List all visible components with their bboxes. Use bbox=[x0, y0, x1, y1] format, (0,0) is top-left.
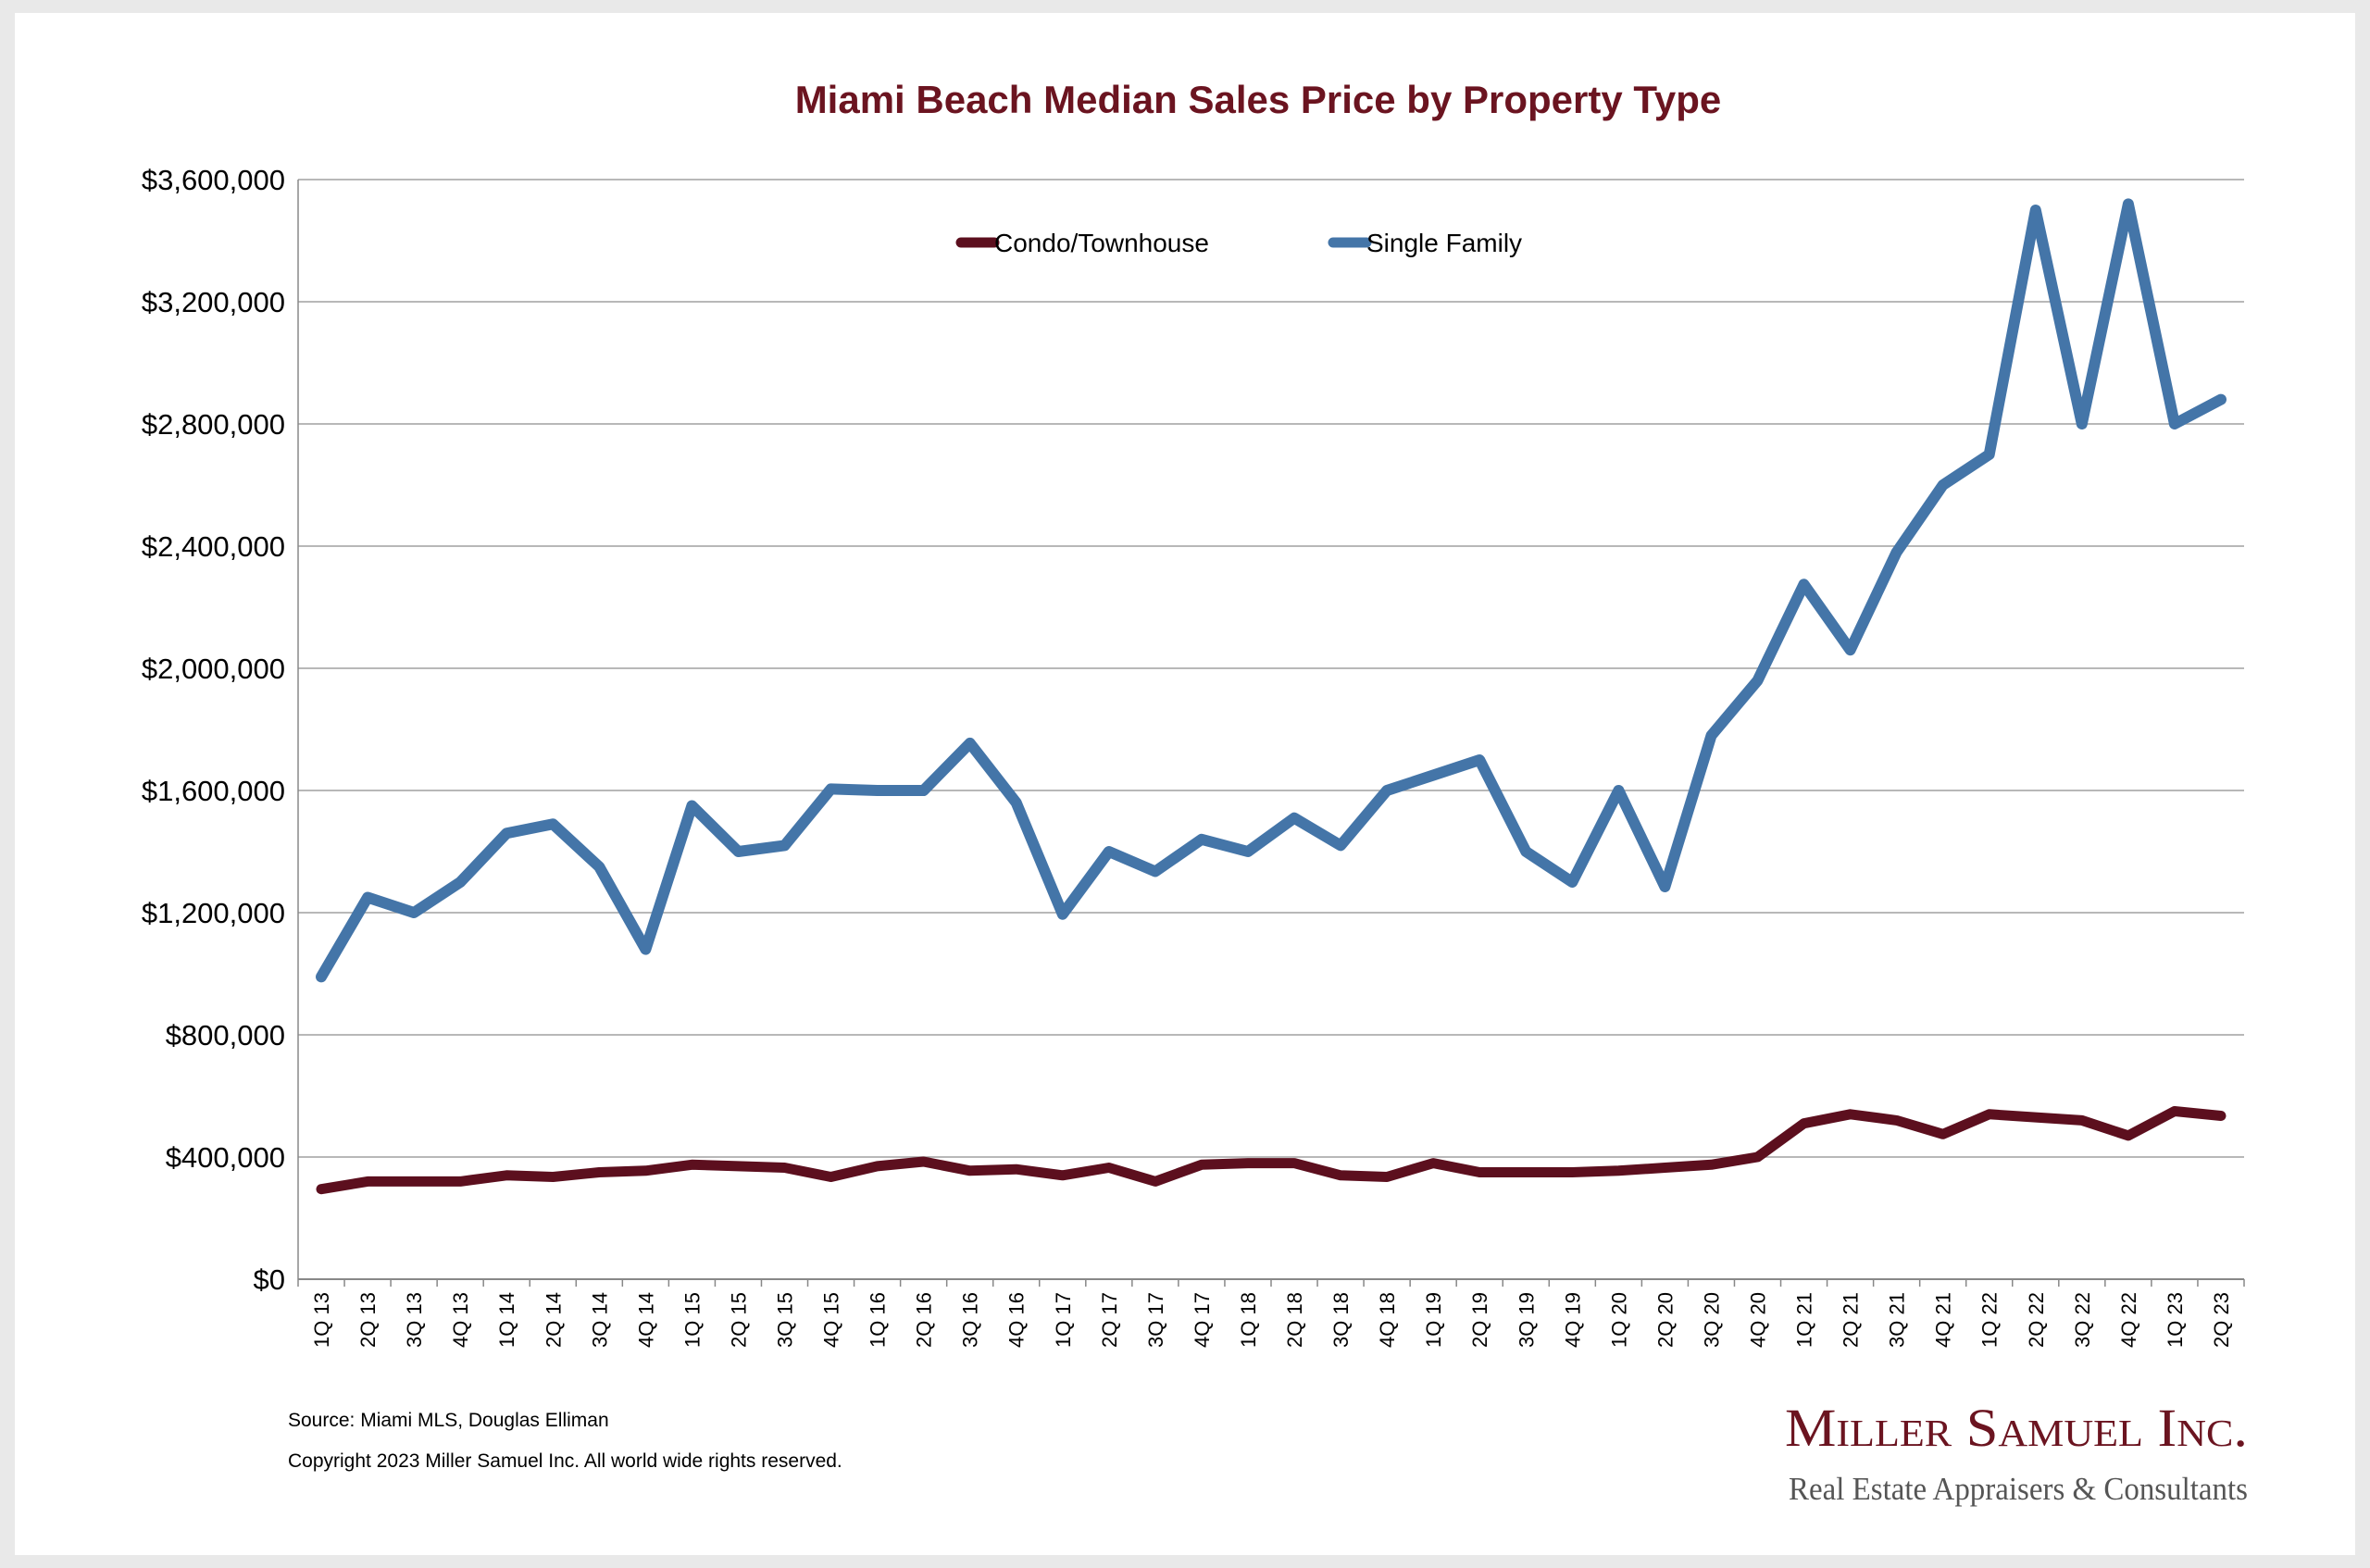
x-tick-label: 4Q 15 bbox=[820, 1292, 843, 1348]
source-note: Source: Miami MLS, Douglas Elliman bbox=[288, 1410, 609, 1431]
x-tick-label: 1Q 20 bbox=[1607, 1292, 1630, 1348]
y-tick-label: $3,600,000 bbox=[142, 164, 285, 196]
x-tick-label: 2Q 23 bbox=[2210, 1292, 2233, 1348]
x-tick-label: 3Q 22 bbox=[2071, 1292, 2094, 1348]
x-tick-label: 2Q 21 bbox=[1840, 1292, 1863, 1348]
y-tick-label: $2,400,000 bbox=[142, 530, 285, 563]
x-tick-label: 2Q 16 bbox=[913, 1292, 936, 1348]
y-tick-label: $0 bbox=[254, 1263, 285, 1296]
y-tick-label: $3,200,000 bbox=[142, 286, 285, 318]
x-tick-label: 2Q 14 bbox=[542, 1292, 565, 1348]
x-axis-ticks: 1Q 13 2Q 13 3Q 13 4Q 13 1Q 14 2Q 14 3Q 14 4Q 14… bbox=[297, 1279, 2245, 1348]
y-axis-ticks: $0 $400,000 $800,000 $1,200,000 $1,600,000 $2… bbox=[142, 164, 285, 1296]
copyright-note: Copyright 2023 Miller Samuel Inc. All wo… bbox=[288, 1450, 842, 1472]
x-tick-label: 2Q 22 bbox=[2025, 1292, 2048, 1348]
brand-name: Miller Samuel Inc. bbox=[1785, 1398, 2248, 1458]
x-tick-label: 2Q 15 bbox=[727, 1292, 750, 1348]
x-tick-label: 2Q 18 bbox=[1283, 1292, 1306, 1348]
x-tick-label: 3Q 18 bbox=[1329, 1292, 1353, 1348]
legend-label: Condo/Townhouse bbox=[994, 229, 1209, 257]
x-tick-label: 4Q 17 bbox=[1191, 1292, 1214, 1348]
x-tick-label: 3Q 15 bbox=[774, 1292, 797, 1348]
y-tick-label: $1,200,000 bbox=[142, 897, 285, 929]
x-tick-label: 1Q 22 bbox=[1978, 1292, 2002, 1348]
brand-logo: Miller Samuel Inc. Real Estate Appraiser… bbox=[1785, 1398, 2248, 1507]
x-tick-label: 3Q 19 bbox=[1515, 1292, 1538, 1348]
x-tick-label: 4Q 18 bbox=[1376, 1292, 1399, 1348]
x-tick-label: 2Q 13 bbox=[356, 1292, 380, 1348]
x-tick-label: 1Q 14 bbox=[495, 1292, 518, 1348]
y-tick-label: $400,000 bbox=[166, 1141, 285, 1174]
x-tick-label: 3Q 21 bbox=[1886, 1292, 1909, 1348]
x-tick-label: 4Q 21 bbox=[1932, 1292, 1955, 1348]
x-tick-label: 3Q 20 bbox=[1700, 1292, 1723, 1348]
x-tick-label: 1Q 18 bbox=[1237, 1292, 1260, 1348]
series-line-single-family bbox=[316, 198, 2227, 983]
x-tick-label: 4Q 14 bbox=[634, 1292, 657, 1348]
x-tick-label: 3Q 17 bbox=[1144, 1292, 1167, 1348]
chart-frame: Miami Beach Median Sales Price by Proper… bbox=[15, 13, 2355, 1555]
x-tick-label: 1Q 17 bbox=[1052, 1292, 1075, 1348]
y-tick-label: $2,000,000 bbox=[142, 653, 285, 685]
y-tick-label: $800,000 bbox=[166, 1019, 285, 1052]
gridlines bbox=[297, 179, 2244, 1280]
series-line-condo-townhouse bbox=[316, 1106, 2227, 1195]
x-tick-label: 2Q 20 bbox=[1653, 1292, 1677, 1348]
x-tick-label: 1Q 16 bbox=[867, 1292, 890, 1348]
y-tick-label: $2,800,000 bbox=[142, 408, 285, 441]
chart-title: Miami Beach Median Sales Price by Proper… bbox=[795, 78, 1722, 121]
x-tick-label: 2Q 19 bbox=[1468, 1292, 1491, 1348]
x-tick-label: 4Q 22 bbox=[2117, 1292, 2140, 1348]
x-tick-label: 3Q 14 bbox=[588, 1292, 611, 1348]
x-tick-label: 1Q 13 bbox=[310, 1292, 333, 1348]
series-lines bbox=[316, 198, 2227, 1195]
legend: Condo/Townhouse Single Family bbox=[955, 229, 1522, 257]
line-chart: Miami Beach Median Sales Price by Proper… bbox=[142, 78, 2248, 1507]
x-tick-label: 1Q 21 bbox=[1793, 1292, 1816, 1348]
x-tick-label: 4Q 16 bbox=[1005, 1292, 1029, 1348]
x-tick-label: 4Q 20 bbox=[1747, 1292, 1770, 1348]
x-tick-label: 3Q 13 bbox=[403, 1292, 426, 1348]
x-tick-label: 4Q 13 bbox=[449, 1292, 472, 1348]
x-tick-label: 2Q 17 bbox=[1098, 1292, 1121, 1348]
x-tick-label: 1Q 19 bbox=[1422, 1292, 1445, 1348]
legend-label: Single Family bbox=[1366, 229, 1522, 257]
y-tick-label: $1,600,000 bbox=[142, 775, 285, 807]
x-tick-label: 1Q 23 bbox=[2164, 1292, 2187, 1348]
x-tick-label: 3Q 16 bbox=[959, 1292, 982, 1348]
brand-tagline: Real Estate Appraisers & Consultants bbox=[1789, 1471, 2248, 1507]
x-tick-label: 1Q 15 bbox=[680, 1292, 704, 1348]
x-tick-label: 4Q 19 bbox=[1561, 1292, 1584, 1348]
